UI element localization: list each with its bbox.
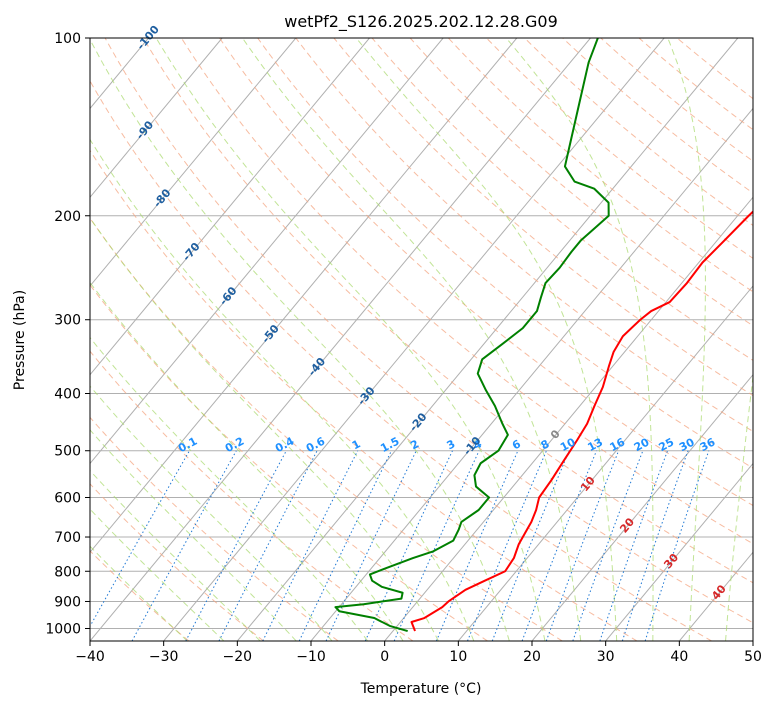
mixing-ratio-label: 10 xyxy=(558,435,578,454)
moist-adiabat-line xyxy=(90,336,369,641)
mixing-ratio-label: 13 xyxy=(585,436,605,455)
mixing-ratio-label: 25 xyxy=(657,436,677,455)
isotherm-line xyxy=(0,38,1,641)
dry-adiabat-line xyxy=(90,284,488,641)
moist-adiabat-line xyxy=(90,469,261,641)
x-tick-label: 30 xyxy=(597,649,615,665)
mixing-ratio-label: 30 xyxy=(677,435,697,454)
isotherm-line xyxy=(236,38,739,641)
y-tick-label: 1000 xyxy=(45,621,81,637)
moist-adiabat-line xyxy=(90,217,439,641)
isotherm-line xyxy=(90,38,444,465)
isotherm-lines xyxy=(0,38,753,641)
mixing-ratio-line xyxy=(218,450,318,641)
y-tick-label: 100 xyxy=(54,31,81,47)
temperature-line xyxy=(410,210,753,632)
mixing-ratio-line xyxy=(491,450,570,641)
moist-adiabat-line xyxy=(90,545,188,641)
mixing-ratio-line xyxy=(262,450,359,641)
plot-area xyxy=(90,38,753,641)
moist-adiabat-line xyxy=(725,372,753,641)
dry-adiabat-line xyxy=(90,149,638,641)
x-tick-label: 40 xyxy=(670,649,688,665)
moist-adiabat-lines xyxy=(90,38,775,641)
y-tick-label: 600 xyxy=(54,490,81,506)
mixing-ratio-line xyxy=(545,450,620,641)
mixing-ratio-line xyxy=(393,450,480,641)
mixing-ratio-line xyxy=(621,450,689,641)
y-tick-label: 900 xyxy=(54,594,81,610)
mixing-ratio-line xyxy=(467,450,547,641)
profiles xyxy=(334,38,753,633)
moist-adiabat-line xyxy=(90,508,225,641)
isotherm-line xyxy=(90,38,591,641)
mixing-ratio-line xyxy=(644,450,710,641)
mixing-ratio-label: 16 xyxy=(608,435,628,454)
x-tick-label: −40 xyxy=(75,649,105,665)
axes: −40 −30 −20 −10 0 10 20 30 40 50 1000 900 800 700 600 5… xyxy=(45,31,762,665)
x-tick-label: 50 xyxy=(744,649,762,665)
dewpoint-line xyxy=(334,38,610,633)
moist-adiabat-line xyxy=(667,38,706,641)
x-tick-label: −20 xyxy=(223,649,253,665)
moist-adiabat-line xyxy=(90,281,404,641)
y-tick-label: 800 xyxy=(54,564,81,580)
x-tick-label: 20 xyxy=(523,649,541,665)
dry-adiabat-line xyxy=(295,38,753,433)
chart-title: wetPf2_S126.2025.202.12.28.G09 xyxy=(284,12,558,32)
isotherm-line xyxy=(531,373,753,641)
mixing-ratio-label: 36 xyxy=(698,435,718,454)
dry-adiabat-line xyxy=(90,483,264,641)
isotherm-line xyxy=(90,38,297,287)
plot-background xyxy=(90,38,753,641)
mixing-ratio-line xyxy=(599,450,669,641)
isotherm-line xyxy=(384,196,753,641)
x-tick-label: −30 xyxy=(149,649,179,665)
moist-adiabat-line xyxy=(90,385,333,641)
mixing-ratio-line xyxy=(435,450,519,641)
moist-adiabat-line xyxy=(155,38,546,641)
dry-adiabat-line xyxy=(90,550,190,641)
mixing-ratio-label: 20 xyxy=(632,435,652,454)
isotherm-line xyxy=(752,640,753,641)
mixing-ratio-line xyxy=(521,450,597,641)
mixing-ratio-line xyxy=(131,450,237,641)
dry-adiabat-line xyxy=(90,350,414,641)
moist-adiabat-line xyxy=(355,38,618,641)
dry-adiabat-line xyxy=(90,80,712,641)
moist-adiabat-line xyxy=(90,38,510,641)
x-axis-label: Temperature (°C) xyxy=(360,681,482,697)
y-tick-label: 500 xyxy=(54,444,81,460)
moist-adiabat-line xyxy=(762,38,775,641)
mixing-ratio-line xyxy=(572,450,644,641)
plot-frame xyxy=(89,37,754,642)
x-tick-label: 0 xyxy=(380,649,389,665)
y-tick-label: 700 xyxy=(54,530,81,546)
isotherm-line xyxy=(90,38,370,376)
moist-adiabat-line xyxy=(505,38,654,641)
mixing-ratio-line xyxy=(90,450,190,628)
moist-adiabat-line xyxy=(90,429,297,641)
isotherm-line xyxy=(90,38,518,554)
isotherm-line xyxy=(605,462,753,641)
dry-adiabat-line xyxy=(371,38,753,361)
y-tick-label: 400 xyxy=(54,387,81,403)
x-tick-label: −10 xyxy=(296,649,326,665)
x-tick-label: 10 xyxy=(449,649,467,665)
moist-adiabat-line xyxy=(90,138,475,641)
y-tick-label: 300 xyxy=(54,313,81,329)
isotherm-line xyxy=(457,285,753,641)
mixing-ratio-lines xyxy=(90,450,710,641)
dry-adiabat-line xyxy=(333,38,753,397)
y-tick-label: 200 xyxy=(54,209,81,225)
moist-adiabat-line xyxy=(242,38,582,641)
grid-lines xyxy=(90,38,753,629)
y-axis-label: Pressure (hPa) xyxy=(12,290,28,390)
isotherm-line xyxy=(90,38,223,199)
